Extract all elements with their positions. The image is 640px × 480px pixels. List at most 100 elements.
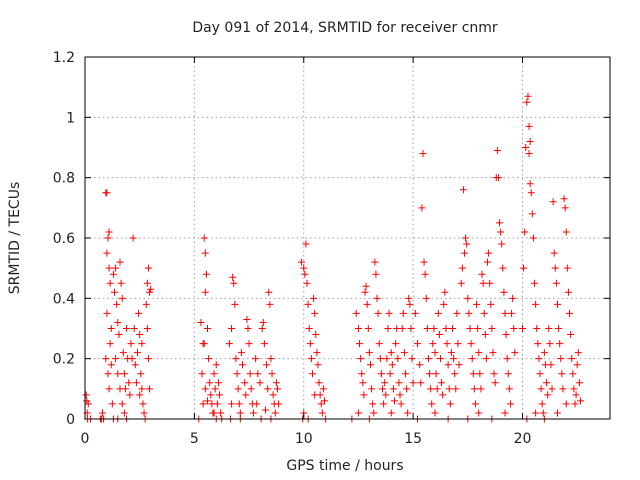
data-point <box>469 370 477 378</box>
data-point <box>107 361 115 369</box>
data-point <box>354 409 362 417</box>
data-point <box>117 279 125 287</box>
data-point <box>479 279 487 287</box>
chart-title: Day 091 of 2014, SRMTID for receiver cnm… <box>192 20 498 36</box>
data-point <box>139 400 147 408</box>
data-point <box>440 300 448 308</box>
data-point <box>461 249 469 257</box>
data-point <box>575 379 583 387</box>
data-point <box>114 318 122 326</box>
data-point <box>99 409 106 417</box>
data-point <box>214 379 222 387</box>
data-point <box>395 379 403 387</box>
data-point <box>114 370 122 378</box>
data-point <box>126 391 134 399</box>
data-point <box>301 270 309 278</box>
data-point <box>457 279 465 287</box>
data-point <box>104 370 112 378</box>
data-point <box>363 300 371 308</box>
data-point <box>508 309 516 317</box>
data-point <box>253 400 261 408</box>
data-point <box>120 409 128 417</box>
data-point <box>424 355 432 363</box>
data-point <box>242 391 250 399</box>
data-point <box>496 219 504 227</box>
data-point <box>556 340 564 348</box>
data-point <box>206 379 214 387</box>
data-point <box>500 288 508 296</box>
data-point <box>431 349 439 357</box>
data-point <box>252 355 260 363</box>
data-point <box>452 385 460 393</box>
data-point <box>144 264 152 272</box>
data-point <box>382 391 390 399</box>
data-point <box>109 270 117 278</box>
data-point <box>477 385 485 393</box>
data-point <box>115 331 123 339</box>
data-point <box>404 409 412 417</box>
data-point <box>442 325 450 332</box>
data-point <box>468 355 476 363</box>
data-point <box>84 400 92 408</box>
data-point <box>501 309 509 317</box>
data-point <box>104 234 112 242</box>
data-point <box>379 385 386 393</box>
data-point <box>311 309 319 317</box>
data-point <box>201 385 209 393</box>
data-point <box>305 325 313 332</box>
data-point <box>116 385 124 393</box>
y-tick-label: 0.8 <box>53 171 75 187</box>
data-point <box>197 318 205 326</box>
data-point <box>249 409 257 417</box>
data-point <box>491 379 499 387</box>
data-point <box>303 279 311 287</box>
data-point <box>567 331 575 339</box>
data-point <box>375 340 383 348</box>
data-point <box>105 385 113 393</box>
data-point <box>357 355 365 363</box>
data-point <box>364 325 372 332</box>
data-point <box>490 370 498 378</box>
data-point <box>561 204 569 212</box>
data-point <box>431 409 439 417</box>
data-point <box>428 400 436 408</box>
data-point <box>475 349 483 357</box>
data-point <box>230 279 238 287</box>
data-point <box>389 385 397 393</box>
data-point <box>136 391 144 399</box>
data-point <box>210 370 218 378</box>
data-point <box>429 340 437 348</box>
data-point <box>488 325 496 332</box>
data-point <box>422 294 430 302</box>
data-point <box>268 370 276 378</box>
data-point <box>398 325 406 332</box>
data-point <box>574 349 582 357</box>
data-point <box>106 279 114 287</box>
data-point <box>120 370 128 378</box>
data-point <box>526 137 534 145</box>
data-point <box>525 150 533 158</box>
data-point <box>131 361 139 369</box>
data-point <box>396 391 404 399</box>
data-point <box>202 270 210 278</box>
data-point <box>264 385 272 393</box>
data-point <box>540 349 548 357</box>
data-point <box>505 385 513 393</box>
data-point <box>509 294 517 302</box>
data-point <box>267 355 275 363</box>
data-point <box>231 300 239 308</box>
data-point <box>533 325 541 332</box>
data-point <box>384 325 392 332</box>
data-point <box>111 288 119 296</box>
data-point <box>374 309 382 317</box>
data-point <box>205 355 213 363</box>
data-point <box>407 325 415 332</box>
y-tick-label: 1 <box>66 110 75 126</box>
data-point <box>401 370 409 378</box>
data-point <box>551 264 559 272</box>
data-point <box>503 355 511 363</box>
data-point <box>243 315 251 323</box>
data-point <box>144 355 152 363</box>
data-point <box>136 331 144 339</box>
data-point <box>400 349 408 357</box>
